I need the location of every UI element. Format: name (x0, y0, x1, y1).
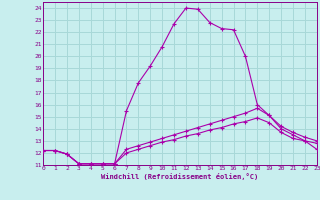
X-axis label: Windchill (Refroidissement éolien,°C): Windchill (Refroidissement éolien,°C) (101, 173, 259, 180)
